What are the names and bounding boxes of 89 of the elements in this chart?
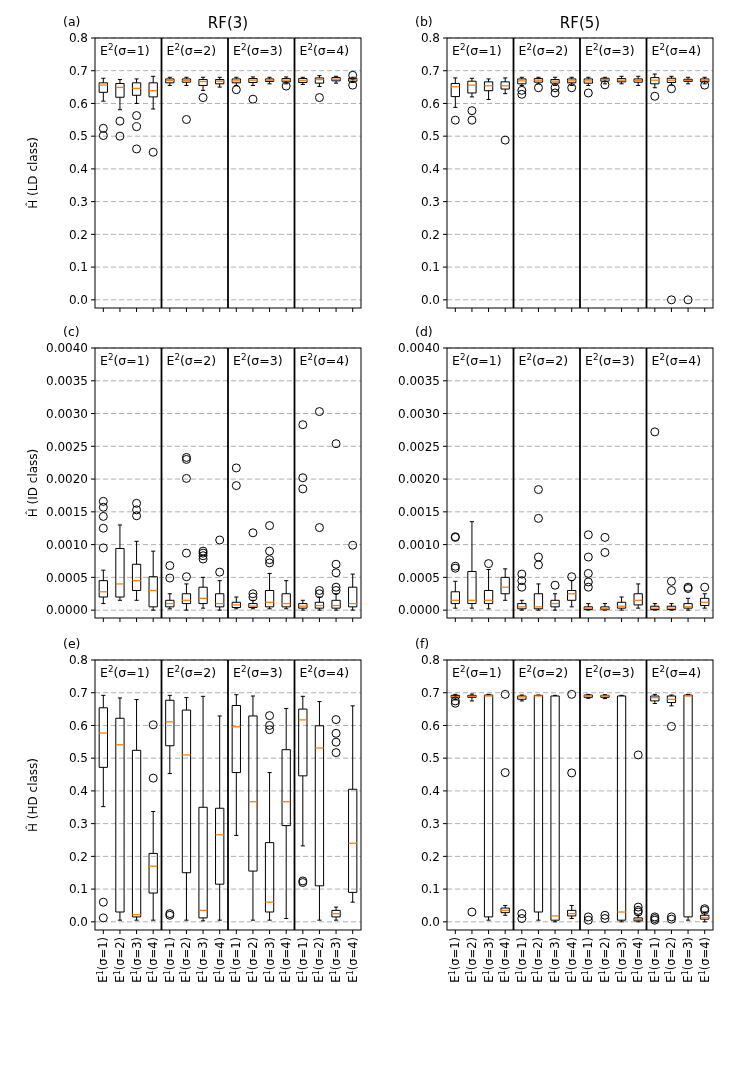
text: (b)	[415, 14, 433, 29]
annotation: E$^{2}$(σ=1)	[100, 42, 150, 58]
text: (d)	[415, 324, 433, 339]
y-tick-label: 0.6	[68, 96, 88, 111]
y-tick-label: 0.0015	[398, 505, 440, 520]
chart-title: RF(5)	[559, 14, 601, 32]
y-tick-label: 0.0005	[46, 570, 88, 585]
annotation: E$^{2}$(σ=2)	[166, 42, 217, 58]
y-tick-label: 0.0000	[398, 603, 440, 618]
annotation: E$^{2}$(σ=1)	[452, 664, 502, 680]
y-tick-label: 0.6	[68, 718, 88, 733]
annotation: E$^{2}$(σ=4)	[651, 352, 702, 368]
y-tick-label: 0.5	[420, 129, 440, 144]
y-tick-label: 0.5	[68, 129, 88, 144]
y-axis-title: Ĥ (ID class)	[25, 448, 40, 518]
annotation: E$^{2}$(σ=3)	[585, 42, 635, 58]
y-tick-label: 0.4	[420, 784, 440, 799]
y-tick-label: 0.8	[420, 653, 440, 668]
y-tick-label: 0.0025	[46, 439, 88, 454]
annotation: E$^{2}$(σ=2)	[518, 42, 569, 58]
y-tick-label: 0.0040	[398, 341, 440, 356]
y-tick-label: 0.0	[420, 915, 440, 930]
annotation: E$^{2}$(σ=3)	[233, 352, 283, 368]
y-tick-label: 0.4	[68, 784, 88, 799]
annotation: E$^{2}$(σ=4)	[299, 352, 350, 368]
y-tick-label: 0.7	[420, 685, 440, 700]
y-tick-label: 0.7	[68, 63, 88, 78]
annotation: E$^{2}$(σ=3)	[233, 42, 283, 58]
y-axis-title: Ĥ (HD class)	[25, 757, 40, 833]
y-tick-label: 0.0005	[398, 570, 440, 585]
y-tick-label: 0.0025	[398, 439, 440, 454]
annotation: E$^{2}$(σ=4)	[651, 664, 702, 680]
annotation: E$^{2}$(σ=1)	[452, 42, 502, 58]
y-tick-label: 0.0020	[398, 472, 440, 487]
annotation: E$^{2}$(σ=2)	[166, 352, 217, 368]
y-tick-label: 0.8	[420, 31, 440, 46]
y-tick-label: 0.8	[68, 31, 88, 46]
y-tick-label: 0.3	[420, 194, 440, 209]
annotation: E$^{2}$(σ=4)	[299, 664, 350, 680]
y-tick-label: 0.0010	[46, 537, 88, 552]
y-tick-label: 0.0020	[46, 472, 88, 487]
annotation: E$^{2}$(σ=3)	[585, 664, 635, 680]
y-tick-label: 0.6	[420, 96, 440, 111]
annotation: E$^{2}$(σ=1)	[100, 664, 150, 680]
y-tick-label: 0.7	[420, 63, 440, 78]
text: (a)	[63, 14, 81, 29]
y-tick-label: 0.4	[420, 162, 440, 177]
y-tick-label: 0.6	[420, 718, 440, 733]
y-tick-label: 0.1	[68, 260, 88, 275]
y-tick-label: 0.0030	[46, 406, 88, 421]
y-tick-label: 0.1	[68, 882, 88, 897]
y-tick-label: 0.2	[68, 227, 88, 242]
annotation: E$^{2}$(σ=2)	[518, 352, 569, 368]
y-tick-label: 0.0030	[398, 406, 440, 421]
y-tick-label: 0.4	[68, 162, 88, 177]
y-tick-label: 0.2	[420, 849, 440, 864]
y-tick-label: 0.0010	[398, 537, 440, 552]
y-tick-label: 0.3	[68, 816, 88, 831]
y-tick-label: 0.5	[68, 751, 88, 766]
y-tick-label: 0.0035	[398, 373, 440, 388]
y-tick-label: 0.0040	[46, 341, 88, 356]
text: (c)	[63, 324, 80, 339]
y-tick-label: 0.0035	[46, 373, 88, 388]
y-tick-label: 0.0	[68, 293, 88, 308]
y-tick-label: 0.7	[68, 685, 88, 700]
y-tick-label: 0.2	[68, 849, 88, 864]
y-tick-label: 0.0	[68, 915, 88, 930]
annotation: E$^{2}$(σ=2)	[166, 664, 217, 680]
y-tick-label: 0.8	[68, 653, 88, 668]
y-tick-label: 0.3	[420, 816, 440, 831]
text: (e)	[63, 636, 81, 651]
annotation: E$^{2}$(σ=2)	[518, 664, 569, 680]
annotation: E$^{2}$(σ=3)	[233, 664, 283, 680]
annotation: E$^{2}$(σ=3)	[585, 352, 635, 368]
annotation: E$^{2}$(σ=1)	[100, 352, 150, 368]
annotation: E$^{2}$(σ=4)	[299, 42, 350, 58]
text: (f)	[415, 636, 430, 651]
y-tick-label: 0.0000	[46, 603, 88, 618]
y-tick-label: 0.5	[420, 751, 440, 766]
chart-title: RF(3)	[207, 14, 249, 32]
y-tick-label: 0.1	[420, 260, 440, 275]
annotation: E$^{2}$(σ=1)	[452, 352, 502, 368]
y-tick-label: 0.1	[420, 882, 440, 897]
y-tick-label: 0.2	[420, 227, 440, 242]
y-tick-label: 0.3	[68, 194, 88, 209]
y-axis-title: Ĥ (LD class)	[25, 137, 40, 209]
annotation: E$^{2}$(σ=4)	[651, 42, 702, 58]
y-tick-label: 0.0015	[46, 505, 88, 520]
y-tick-label: 0.0	[420, 293, 440, 308]
